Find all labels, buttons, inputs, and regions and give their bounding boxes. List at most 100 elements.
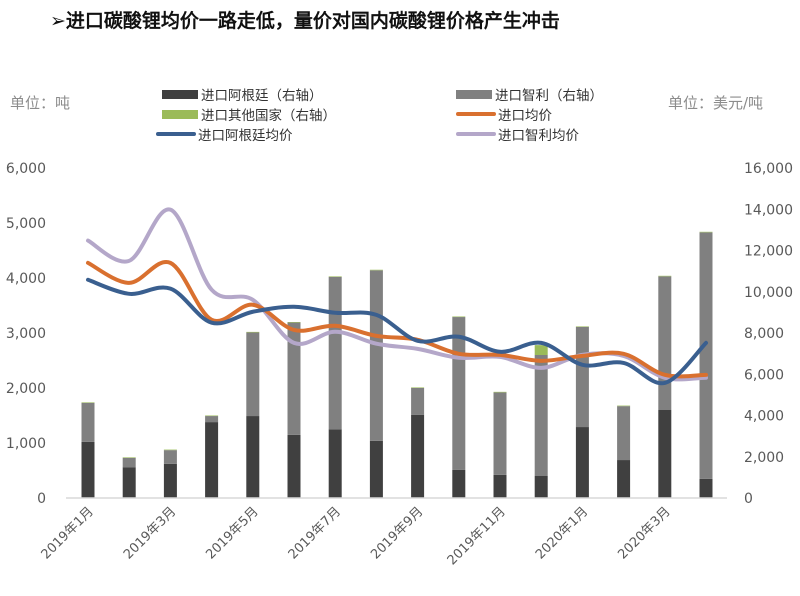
legend-label: 进口其他国家（右轴） bbox=[201, 108, 336, 124]
bar-segment bbox=[246, 331, 260, 333]
bar-segment bbox=[411, 414, 425, 498]
bar-segment bbox=[328, 276, 342, 277]
legend-item-other-volume: 进口其他国家（右轴） bbox=[162, 104, 336, 124]
legend-item-chile-volume: 进口智利（右轴） bbox=[456, 84, 603, 104]
left-axis-tick: 4,000 bbox=[6, 271, 46, 287]
line-swatch-icon bbox=[456, 112, 496, 116]
bar-segment bbox=[163, 450, 177, 464]
bar-segment bbox=[575, 326, 589, 327]
bar-segment bbox=[617, 460, 631, 498]
price-line bbox=[86, 277, 708, 386]
bar-segment bbox=[287, 434, 301, 498]
bar-segment bbox=[122, 457, 136, 458]
x-axis-tick: 2020年1月 bbox=[533, 504, 591, 562]
x-axis-tick: 2019年11月 bbox=[445, 504, 509, 568]
bar-segment bbox=[493, 474, 507, 498]
bar-segment bbox=[452, 316, 466, 318]
bar-segment bbox=[658, 275, 672, 277]
bar-segment bbox=[205, 422, 219, 498]
right-axis-tick: 6,000 bbox=[744, 367, 784, 383]
left-axis-tick: 3,000 bbox=[6, 326, 46, 342]
right-axis-tick: 8,000 bbox=[744, 326, 784, 342]
bar-segment bbox=[534, 345, 548, 355]
bar-segment bbox=[575, 427, 589, 498]
right-axis-tick: 0 bbox=[744, 491, 753, 507]
bar-segment bbox=[205, 416, 219, 423]
chart-title: ➢进口碳酸锂均价一路走低，量价对国内碳酸锂价格产生冲击 bbox=[50, 10, 560, 32]
left-axis-tick: 5,000 bbox=[6, 216, 46, 232]
bar-segment bbox=[617, 405, 631, 407]
bar-segment bbox=[534, 355, 548, 476]
legend-label: 进口阿根廷均价 bbox=[198, 128, 293, 144]
right-axis-tick: 4,000 bbox=[744, 409, 784, 425]
bar-segment bbox=[617, 406, 631, 461]
left-axis-unit: 单位：吨 bbox=[10, 94, 71, 112]
x-axis-tick: 2019年1月 bbox=[39, 504, 97, 562]
x-axis-tick: 2019年5月 bbox=[203, 504, 261, 562]
right-axis-tick: 2,000 bbox=[744, 450, 784, 466]
left-axis-tick: 0 bbox=[37, 491, 46, 507]
bar-segment bbox=[699, 231, 713, 233]
bar-swatch-icon bbox=[162, 109, 198, 119]
bar-segment bbox=[122, 457, 136, 468]
legend-label: 进口智利（右轴） bbox=[495, 88, 603, 104]
bar-segment bbox=[411, 388, 425, 415]
bar-segment bbox=[287, 322, 301, 323]
right-axis-tick: 16,000 bbox=[744, 161, 793, 177]
left-axis-tick: 6,000 bbox=[6, 161, 46, 177]
line-swatch-icon bbox=[156, 132, 196, 136]
legend-label: 进口阿根廷（右轴） bbox=[201, 88, 323, 104]
bar-segment bbox=[246, 332, 260, 417]
left-axis-tick: 2,000 bbox=[6, 381, 46, 397]
right-axis-tick: 12,000 bbox=[744, 244, 793, 260]
legend-item-argentina-price: 进口阿根廷均价 bbox=[156, 124, 293, 144]
bar-segment bbox=[81, 441, 95, 498]
right-axis-tick: 14,000 bbox=[744, 202, 793, 218]
bar-segment bbox=[658, 276, 672, 410]
right-axis-tick: 10,000 bbox=[744, 285, 793, 301]
bar-segment bbox=[493, 392, 507, 475]
bar-series bbox=[81, 231, 713, 498]
bar-segment bbox=[658, 410, 672, 498]
bar-segment bbox=[699, 232, 713, 479]
left-axis: 0 1,000 2,000 3,000 4,000 5,000 6,000 bbox=[6, 161, 46, 507]
bar-segment bbox=[699, 478, 713, 498]
legend-item-chile-price: 进口智利均价 bbox=[456, 124, 579, 144]
bar-segment bbox=[163, 449, 177, 451]
bar-segment bbox=[369, 269, 383, 271]
x-axis-tick: 2019年7月 bbox=[286, 504, 344, 562]
bar-segment bbox=[328, 429, 342, 498]
right-axis-unit: 单位：美元/吨 bbox=[668, 94, 764, 112]
bar-segment bbox=[369, 270, 383, 441]
bar-segment bbox=[205, 415, 219, 417]
x-axis-tick: 2019年3月 bbox=[121, 504, 179, 562]
right-axis: 0 2,000 4,000 6,000 8,000 10,000 12,000 14,000 1… bbox=[744, 161, 793, 507]
bar-segment bbox=[122, 467, 136, 498]
bar-segment bbox=[81, 402, 95, 403]
bar-segment bbox=[369, 440, 383, 498]
left-axis-tick: 1,000 bbox=[6, 436, 46, 452]
legend-label: 进口智利均价 bbox=[498, 128, 579, 144]
bar-segment bbox=[163, 463, 177, 498]
legend-item-avg-price: 进口均价 bbox=[456, 104, 552, 124]
bar-segment bbox=[287, 322, 301, 435]
bar-segment bbox=[246, 416, 260, 498]
bar-segment bbox=[328, 276, 342, 430]
bar-segment bbox=[534, 476, 548, 498]
line-series bbox=[86, 207, 708, 386]
bar-segment bbox=[493, 391, 507, 393]
legend-label: 进口均价 bbox=[498, 108, 552, 124]
bar-swatch-icon bbox=[456, 89, 492, 99]
legend-item-argentina-volume: 进口阿根廷（右轴） bbox=[162, 84, 323, 104]
bar-segment bbox=[575, 326, 589, 428]
line-swatch-icon bbox=[456, 132, 496, 136]
x-axis-labels: 2019年1月 2019年3月 2019年5月 2019年7月 2019年9月 2019年… bbox=[39, 504, 674, 568]
bar-segment bbox=[452, 469, 466, 498]
price-line bbox=[86, 259, 708, 379]
bar-segment bbox=[81, 402, 95, 442]
x-axis-tick: 2020年3月 bbox=[615, 504, 673, 562]
bar-swatch-icon bbox=[162, 89, 198, 99]
bar-segment bbox=[411, 387, 425, 388]
x-axis-tick: 2019年9月 bbox=[368, 504, 426, 562]
